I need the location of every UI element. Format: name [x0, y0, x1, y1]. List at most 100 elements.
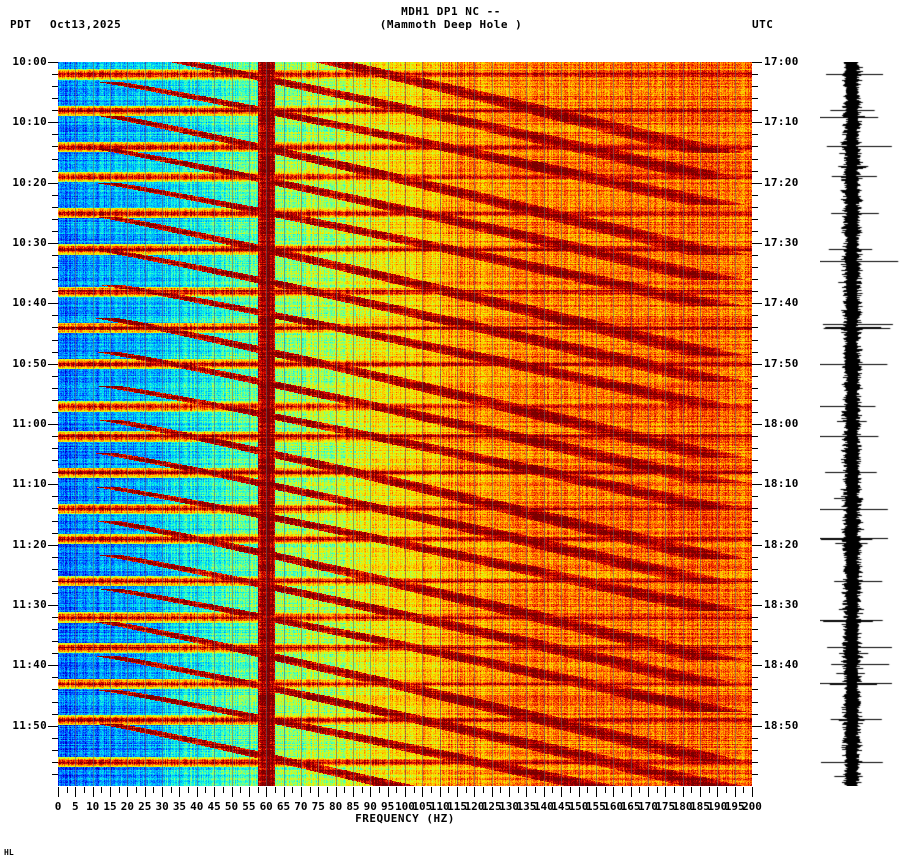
time-tick-minor-right: [752, 134, 758, 136]
time-tick-minor-right: [752, 713, 758, 715]
time-tick-minor-right: [752, 74, 758, 76]
time-tick-minor-right: [752, 496, 758, 498]
time-tick-minor-right: [752, 339, 758, 341]
time-tick-major-left: [48, 122, 58, 124]
freq-tick-minor: [101, 787, 102, 793]
freq-axis-label: 170: [637, 800, 658, 813]
time-label-right: 17:10: [764, 115, 799, 129]
freq-tick-minor: [500, 787, 501, 793]
time-label-right: 18:50: [764, 718, 799, 732]
freq-tick-major: [266, 787, 267, 797]
freq-axis-label: 25: [138, 800, 152, 813]
time-label-right: 17:20: [764, 175, 799, 189]
freq-tick-major: [110, 787, 111, 797]
time-tick-minor-left: [52, 206, 58, 208]
time-tick-minor-left: [52, 218, 58, 220]
freq-tick-minor: [552, 787, 553, 793]
time-tick-major-left: [48, 605, 58, 606]
freq-tick-major: [457, 787, 458, 797]
time-tick-minor-left: [52, 556, 58, 558]
freq-tick-minor: [362, 787, 363, 793]
time-tick-major-right: [752, 62, 762, 63]
freq-tick-minor: [240, 787, 241, 793]
time-tick-major-right: [752, 243, 762, 244]
time-tick-major-right: [752, 424, 762, 425]
freq-tick-major: [700, 787, 701, 797]
freq-tick-major: [214, 787, 215, 797]
time-label-right: 17:40: [764, 296, 799, 310]
freq-tick-minor: [327, 787, 328, 793]
freq-tick-major: [232, 787, 233, 797]
seismogram-trace-panel[interactable]: [820, 62, 900, 786]
time-tick-minor-right: [752, 170, 758, 172]
freq-axis-label: 10: [86, 800, 100, 813]
freq-axis-label: 35: [172, 800, 187, 813]
time-tick-minor-right: [752, 737, 758, 739]
time-label-left: 10:10: [12, 115, 47, 129]
time-tick-minor-left: [52, 315, 58, 317]
freq-tick-minor: [275, 787, 276, 793]
time-tick-minor-right: [752, 315, 758, 317]
time-tick-minor-right: [752, 773, 758, 775]
freq-axis-label: 30: [155, 800, 169, 813]
freq-axis-label: 85: [346, 800, 360, 813]
freq-axis-label: 200: [742, 800, 762, 813]
freq-tick-minor: [535, 787, 536, 793]
time-tick-major-left: [48, 363, 58, 365]
time-tick-minor-left: [52, 653, 58, 655]
freq-axis-label: 20: [120, 800, 135, 813]
freq-tick-major: [197, 787, 198, 797]
freq-tick-major: [596, 787, 597, 797]
time-label-right: 17:00: [764, 55, 799, 68]
time-tick-minor-left: [52, 617, 58, 619]
time-tick-minor-right: [752, 411, 758, 413]
freq-axis-label: 55: [242, 800, 256, 813]
freq-axis-label: 75: [311, 800, 325, 813]
time-tick-minor-right: [752, 677, 758, 679]
time-tick-minor-left: [52, 267, 58, 269]
time-tick-minor-left: [52, 110, 58, 112]
freq-axis-label: 185: [690, 800, 710, 813]
time-tick-minor-right: [752, 230, 758, 232]
time-tick-minor-left: [52, 448, 58, 450]
time-tick-minor-right: [752, 520, 758, 522]
time-tick-minor-right: [752, 351, 758, 353]
time-tick-minor-left: [52, 327, 58, 329]
freq-tick-minor: [483, 787, 484, 793]
freq-tick-minor: [119, 787, 120, 793]
freq-tick-minor: [691, 787, 692, 793]
freq-tick-minor: [67, 787, 68, 793]
station-code-title: MDH1 DP1 NC --: [401, 5, 501, 18]
time-tick-minor-right: [752, 387, 758, 389]
time-tick-minor-left: [52, 568, 58, 570]
time-tick-minor-right: [752, 508, 758, 510]
spectrogram-plot[interactable]: [58, 62, 752, 786]
freq-axis-label: 90: [363, 800, 377, 813]
freq-tick-minor: [188, 787, 189, 793]
time-label-left: 11:50: [12, 718, 47, 732]
freq-axis-label: 190: [707, 800, 728, 813]
time-label-left: 10:30: [12, 236, 47, 249]
freq-axis-label: 115: [447, 800, 467, 813]
freq-tick-major: [735, 787, 736, 797]
freq-tick-major: [422, 787, 423, 797]
time-label-left: 10:40: [12, 296, 47, 310]
freq-tick-major: [613, 787, 614, 797]
time-tick-minor-left: [52, 339, 58, 341]
freq-tick-minor: [448, 787, 449, 793]
time-tick-major-left: [48, 544, 58, 546]
freq-axis-label: 155: [585, 800, 606, 813]
time-tick-major-left: [48, 243, 58, 244]
time-tick-minor-right: [752, 158, 758, 160]
freq-axis-label: 60: [259, 800, 273, 813]
freq-axis-label: 40: [190, 800, 204, 813]
time-tick-minor-left: [52, 399, 58, 401]
time-label-left: 10:20: [12, 175, 47, 189]
time-tick-minor-right: [752, 556, 758, 558]
time-tick-major-left: [48, 182, 58, 184]
time-tick-minor-right: [752, 98, 758, 100]
freq-tick-minor: [223, 787, 224, 793]
freq-axis-label: 70: [294, 800, 308, 813]
freq-axis-label: 135: [516, 800, 537, 813]
freq-tick-major: [492, 787, 493, 797]
